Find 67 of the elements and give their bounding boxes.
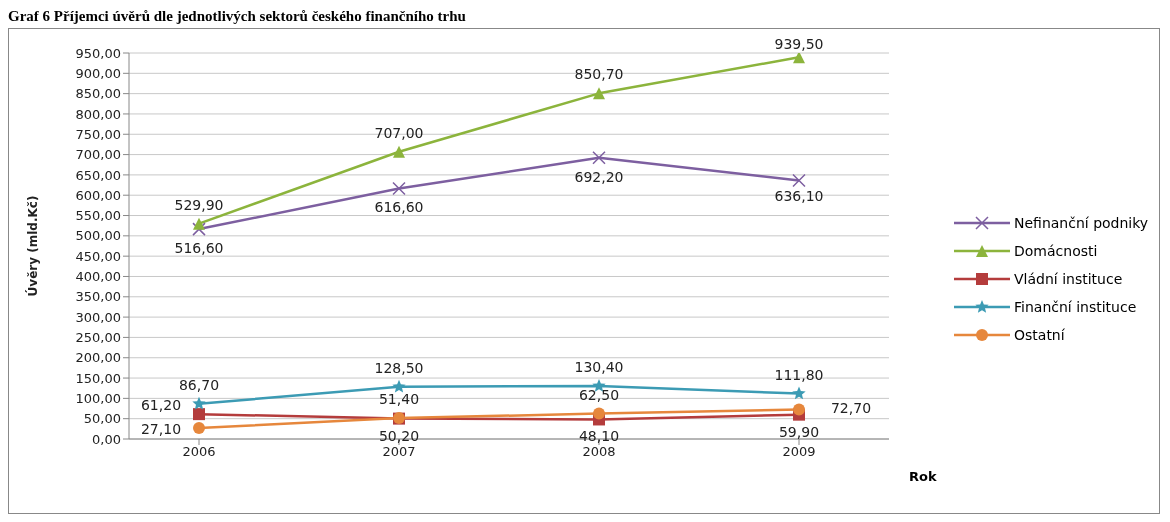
- y-tick-label: 200,00: [75, 350, 121, 366]
- y-axis-title: Úvěry (mld.Kč): [25, 195, 41, 297]
- data-label: 111,80: [774, 366, 824, 383]
- data-label: 128,50: [374, 359, 424, 376]
- data-label: 50,20: [378, 427, 420, 444]
- point: [593, 407, 605, 420]
- point: [793, 53, 805, 64]
- data-label: 529,90: [174, 196, 224, 213]
- point: [192, 222, 206, 236]
- point: [792, 386, 806, 400]
- y-tick-label: 0,00: [92, 431, 121, 447]
- x-tick-label: 2008: [582, 444, 616, 460]
- data-label: 707,00: [374, 124, 424, 141]
- legend-label: Ostatní: [1014, 327, 1065, 343]
- legend-label: Vládní instituce: [1014, 271, 1123, 287]
- data-label: 51,40: [378, 391, 420, 408]
- data-label: 59,90: [778, 423, 820, 440]
- y-tick-label: 450,00: [75, 248, 121, 264]
- y-tick-label: 400,00: [75, 269, 121, 285]
- data-label: 516,60: [174, 240, 224, 257]
- y-tick-label: 500,00: [75, 228, 121, 244]
- data-label: 692,20: [574, 168, 624, 185]
- data-label: 61,20: [140, 397, 182, 414]
- y-tick-label: 700,00: [75, 147, 121, 163]
- y-tick-label: 50,00: [83, 411, 121, 427]
- x-tick-label: 2006: [182, 444, 216, 460]
- legend-label: Finanční instituce: [1014, 299, 1137, 315]
- y-tick-label: 100,00: [75, 390, 121, 406]
- data-label: 616,60: [374, 199, 424, 216]
- data-label: 130,40: [574, 359, 624, 376]
- chart-title: Graf 6 Příjemci úvěrů dle jednotlivých sektorů českého finančního trhu: [8, 8, 467, 26]
- y-tick-label: 750,00: [75, 126, 121, 142]
- point: [392, 181, 406, 196]
- point: [793, 403, 805, 416]
- x-tick-label: 2007: [382, 444, 416, 460]
- data-label: 27,10: [140, 420, 182, 437]
- y-tick-label: 550,00: [75, 208, 121, 224]
- data-label: 86,70: [178, 376, 220, 393]
- data-label: 62,50: [578, 386, 620, 403]
- x-tick-label: 2009: [782, 444, 816, 460]
- point: [193, 217, 205, 230]
- point: [193, 421, 205, 434]
- y-tick-label: 900,00: [75, 65, 121, 81]
- y-tick-label: 350,00: [75, 289, 121, 305]
- y-tick-label: 250,00: [75, 330, 121, 346]
- y-tick-label: 850,00: [75, 86, 121, 102]
- point: [393, 145, 405, 158]
- y-tick-label: 600,00: [75, 187, 121, 203]
- point: [392, 379, 406, 393]
- data-label: 72,70: [830, 400, 872, 417]
- legend-label: Domácnosti: [1014, 243, 1098, 259]
- data-label: 939,50: [774, 36, 824, 53]
- data-label: 850,70: [574, 66, 624, 83]
- y-tick-label: 950,00: [75, 45, 121, 61]
- data-label: 636,10: [774, 187, 824, 204]
- y-tick-label: 800,00: [75, 106, 121, 122]
- point: [193, 408, 205, 421]
- point: [593, 87, 605, 100]
- point: [192, 396, 206, 410]
- y-tick-label: 650,00: [75, 167, 121, 183]
- point: [592, 151, 606, 165]
- data-label: 48,10: [578, 428, 620, 445]
- legend-label: Nefinanční podniky: [1014, 215, 1149, 231]
- y-tick-label: 300,00: [75, 309, 121, 325]
- x-axis-title: Rok: [909, 469, 937, 484]
- y-tick-label: 150,00: [75, 370, 121, 386]
- point: [792, 173, 806, 188]
